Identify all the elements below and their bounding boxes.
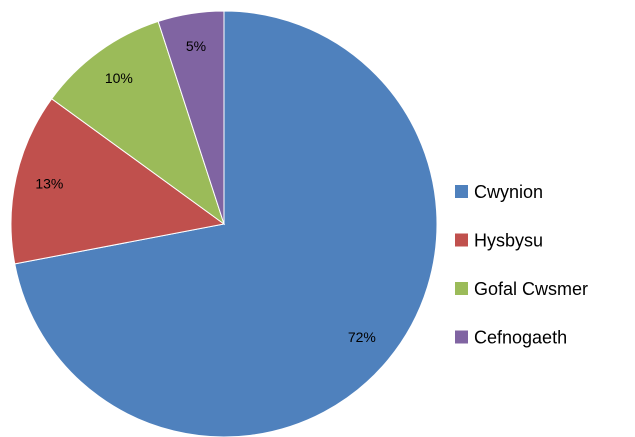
legend-swatch — [455, 185, 468, 198]
legend-swatch — [455, 233, 468, 247]
legend-label: Hysbysu — [474, 230, 543, 250]
data-label: 10% — [105, 70, 133, 86]
pie-slice — [14, 10, 438, 437]
legend-label: Gofal Cwsmer — [474, 279, 588, 299]
data-label: 5% — [186, 38, 206, 54]
data-label: 72% — [348, 329, 376, 345]
legend-swatch — [455, 282, 468, 295]
pie-slice — [50, 20, 225, 226]
legend-label: Cefnogaeth — [474, 327, 567, 347]
pie-slice — [10, 98, 226, 265]
data-label: 13% — [35, 176, 63, 192]
pie-slice — [157, 10, 225, 225]
legend-label: Cwynion — [474, 182, 543, 202]
legend-swatch — [455, 330, 468, 344]
